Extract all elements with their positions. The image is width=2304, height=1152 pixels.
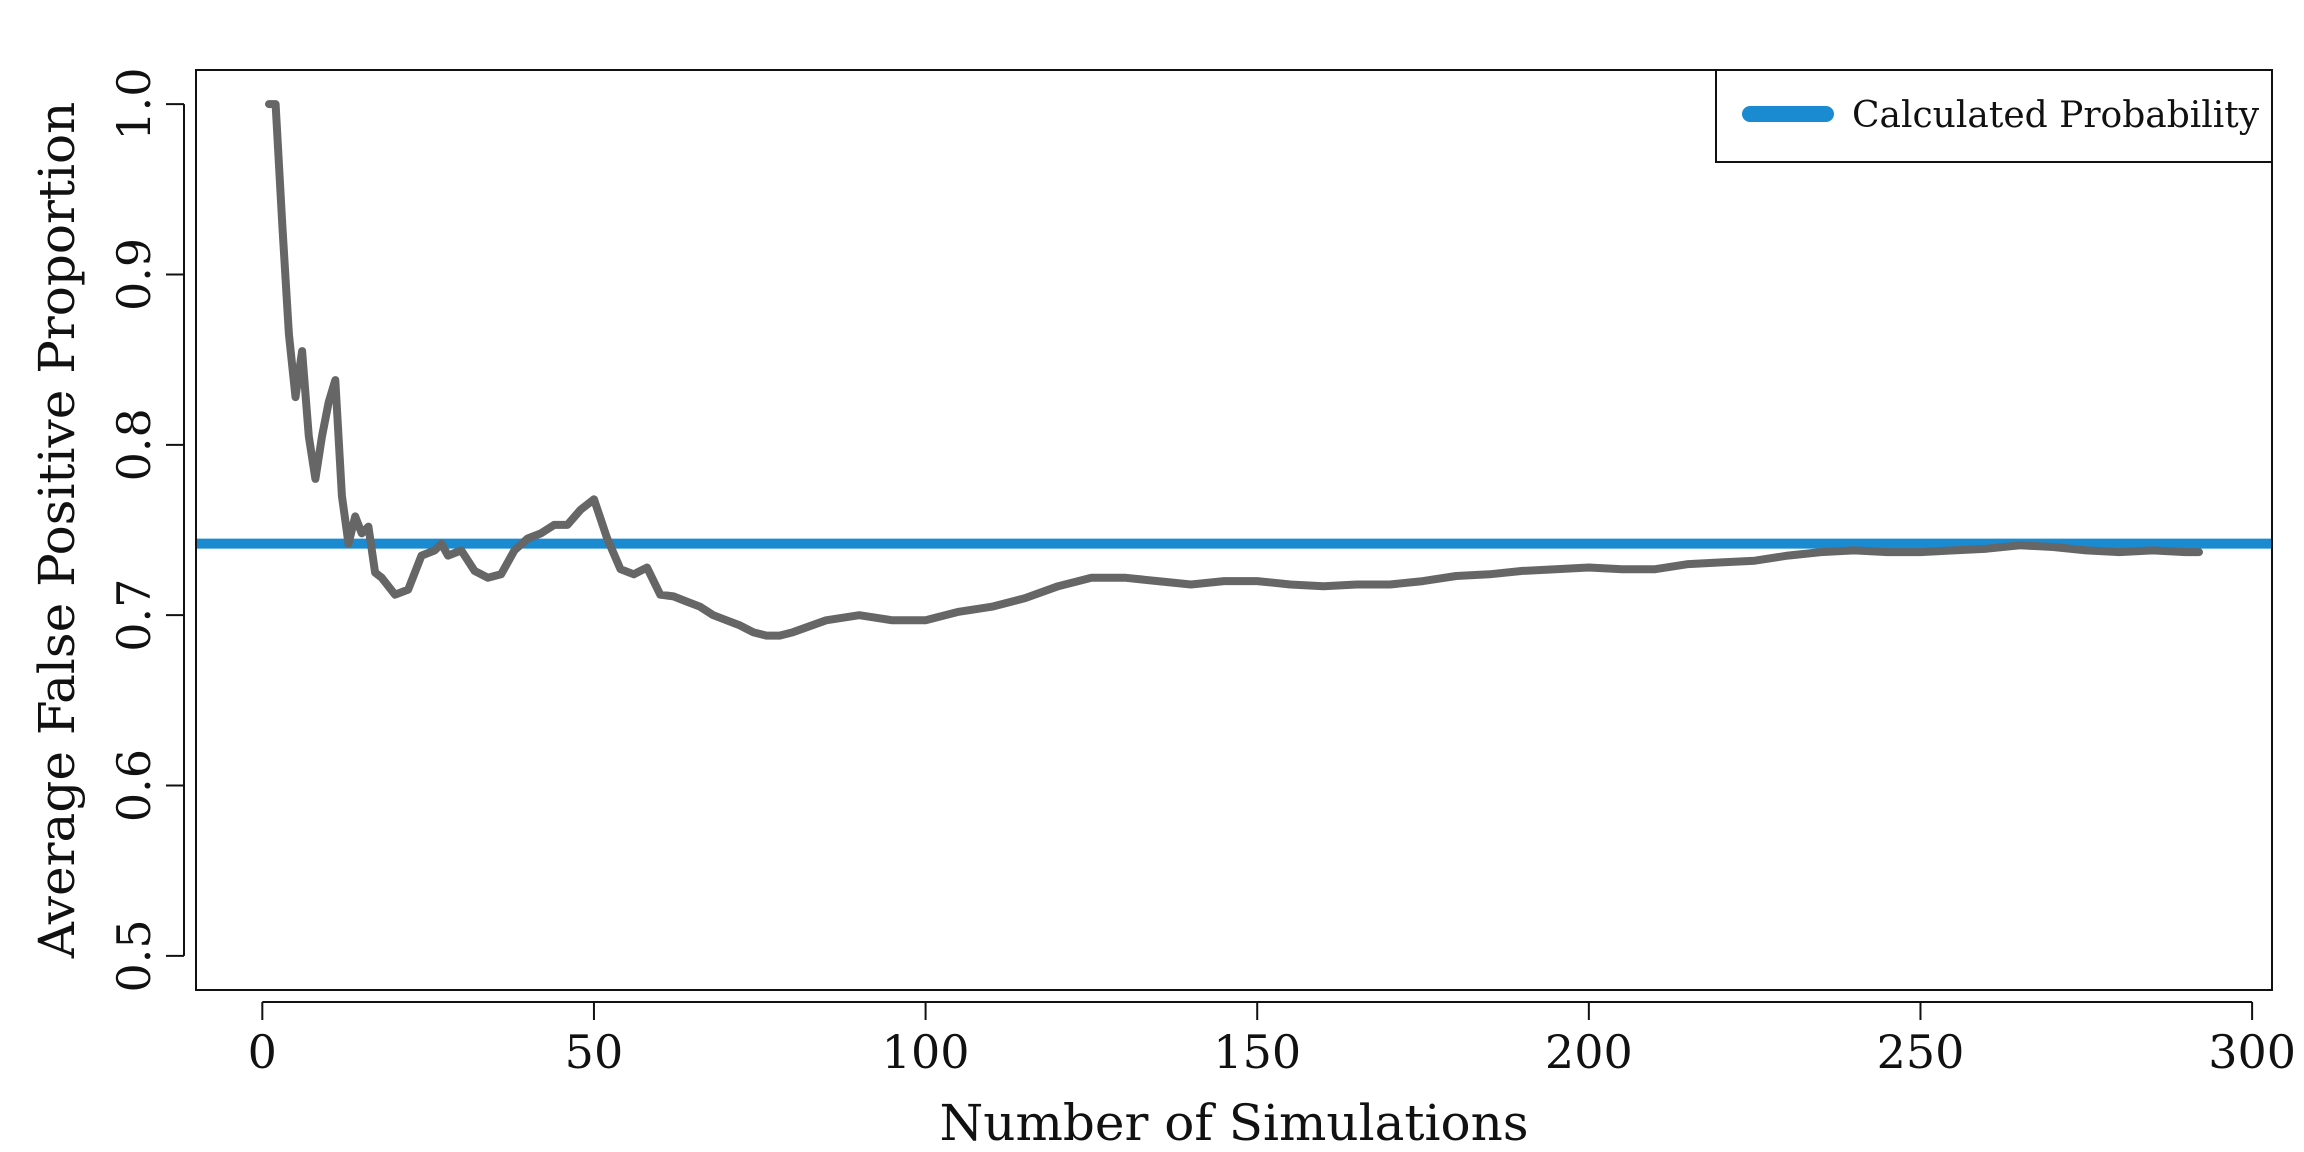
x-axis: 0 50 100 150 200 250 300 [248, 1001, 2296, 1079]
y-tick-label: 0.5 [107, 919, 161, 992]
y-tick-label: 0.9 [107, 238, 161, 311]
y-tick-label: 1.0 [107, 67, 161, 140]
x-tick-label: 100 [882, 1025, 970, 1079]
x-tick-label: 150 [1213, 1025, 1301, 1079]
legend-label: Calculated Probability [1852, 95, 2260, 136]
x-tick-label: 300 [2208, 1025, 2296, 1079]
legend: Calculated Probability [1715, 69, 2273, 163]
x-tick-label: 200 [1545, 1025, 1633, 1079]
y-tick-label: 0.7 [107, 579, 161, 652]
series-line [265, 100, 2203, 640]
y-axis: 0.5 0.6 0.7 0.8 0.9 1.0 [107, 67, 185, 993]
x-tick-label: 0 [248, 1025, 277, 1079]
x-tick-label: 50 [565, 1025, 624, 1079]
y-axis-title: Average False Positive Proportion [28, 102, 86, 960]
x-axis-title: Number of Simulations [940, 1094, 1529, 1152]
series-layer [265, 100, 2203, 640]
y-tick-label: 0.6 [107, 749, 161, 822]
y-tick-label: 0.8 [107, 408, 161, 481]
x-tick-label: 250 [1877, 1025, 1965, 1079]
plot-frame [195, 69, 2273, 991]
